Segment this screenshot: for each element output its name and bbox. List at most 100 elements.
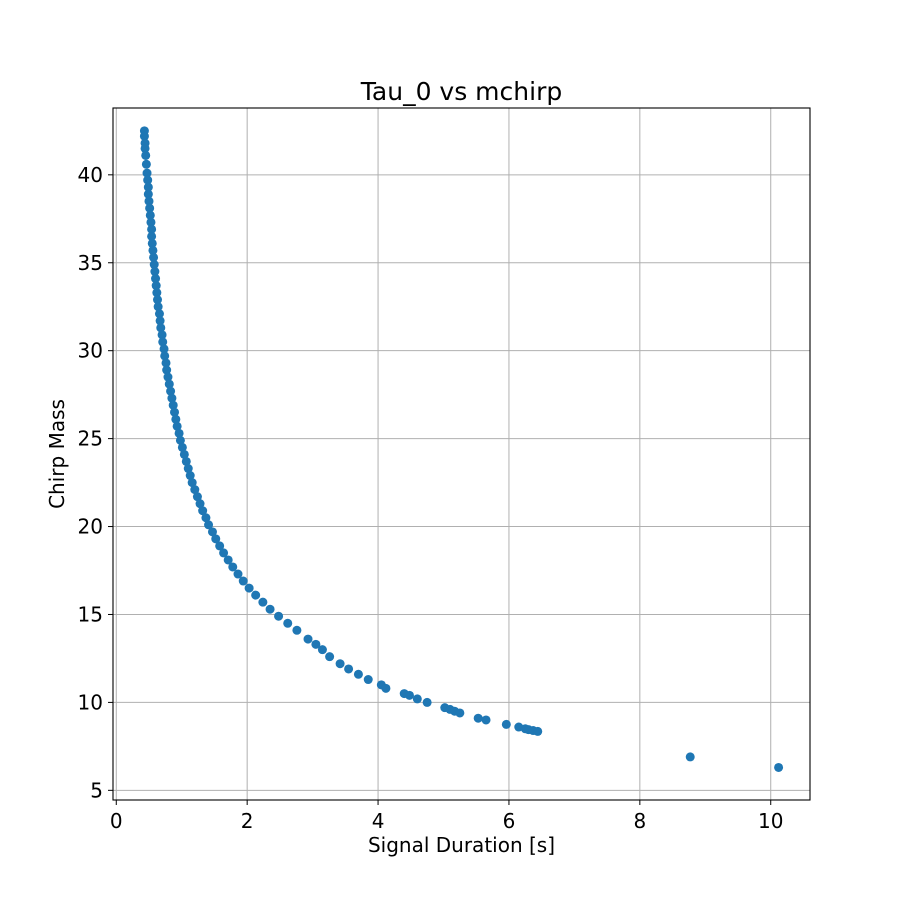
data-point bbox=[381, 683, 391, 693]
data-point bbox=[147, 224, 157, 234]
data-point bbox=[139, 131, 149, 141]
data-point bbox=[149, 260, 159, 270]
data-point bbox=[143, 182, 153, 192]
data-point bbox=[455, 708, 465, 718]
data-point bbox=[164, 379, 174, 389]
data-point bbox=[187, 478, 197, 488]
data-point bbox=[473, 713, 483, 723]
data-point bbox=[422, 697, 432, 707]
data-point bbox=[325, 652, 335, 662]
data-point bbox=[335, 659, 345, 669]
y-tick-label: 20 bbox=[78, 515, 103, 539]
data-point bbox=[158, 337, 168, 347]
plot-area-frame bbox=[112, 107, 811, 801]
data-point bbox=[292, 625, 302, 635]
data-point bbox=[161, 358, 171, 368]
y-tick-label: 15 bbox=[78, 602, 103, 626]
scatter-points bbox=[139, 126, 784, 772]
chart-title: Tau_0 vs mchirp bbox=[360, 77, 562, 106]
data-point bbox=[533, 726, 543, 736]
x-tick-label: 10 bbox=[758, 809, 783, 833]
data-point bbox=[140, 143, 150, 153]
data-point bbox=[204, 520, 214, 530]
axis-ticks: 0 2 4 6 8 10 5 10 15 20 25 30 35 40 bbox=[78, 163, 784, 833]
data-point bbox=[148, 245, 158, 255]
data-point bbox=[317, 645, 327, 655]
data-point bbox=[153, 295, 163, 305]
data-point bbox=[162, 365, 172, 375]
data-point bbox=[143, 189, 153, 199]
data-point bbox=[145, 210, 155, 220]
data-point bbox=[233, 569, 243, 579]
data-point bbox=[151, 281, 161, 291]
data-point bbox=[265, 604, 275, 614]
data-point bbox=[244, 583, 254, 593]
data-point bbox=[185, 471, 195, 481]
y-tick-label: 35 bbox=[78, 251, 103, 275]
x-tick-label: 8 bbox=[633, 809, 646, 833]
data-point bbox=[219, 548, 229, 558]
x-tick-label: 0 bbox=[110, 809, 123, 833]
y-tick-label: 30 bbox=[78, 339, 103, 363]
data-point bbox=[168, 400, 178, 410]
data-point bbox=[145, 203, 155, 213]
grid-lines bbox=[113, 108, 810, 800]
data-point bbox=[153, 302, 163, 312]
data-point bbox=[146, 217, 156, 227]
data-point bbox=[201, 513, 211, 523]
data-point bbox=[157, 330, 167, 340]
y-tick-label: 25 bbox=[78, 427, 103, 451]
data-point bbox=[177, 442, 187, 452]
data-point bbox=[311, 639, 321, 649]
data-point bbox=[154, 309, 164, 319]
data-point bbox=[175, 435, 185, 445]
data-point bbox=[223, 555, 233, 565]
data-point bbox=[171, 414, 181, 424]
data-point bbox=[501, 719, 511, 729]
data-point bbox=[353, 669, 363, 679]
data-point bbox=[141, 150, 151, 160]
data-point bbox=[163, 372, 173, 382]
data-point bbox=[774, 762, 784, 772]
data-point bbox=[156, 323, 166, 333]
x-tick-label: 2 bbox=[241, 809, 254, 833]
data-point bbox=[183, 464, 193, 474]
data-point bbox=[344, 664, 354, 674]
data-point bbox=[404, 690, 414, 700]
data-point bbox=[160, 351, 170, 361]
data-point bbox=[685, 752, 695, 762]
data-point bbox=[481, 715, 491, 725]
data-point bbox=[207, 527, 217, 537]
data-point bbox=[190, 485, 200, 495]
data-point bbox=[155, 316, 165, 326]
y-tick-label: 5 bbox=[90, 778, 103, 802]
data-point bbox=[215, 541, 225, 551]
y-tick-label: 10 bbox=[78, 690, 103, 714]
data-point bbox=[170, 407, 180, 417]
data-point bbox=[238, 576, 248, 586]
data-point bbox=[179, 449, 189, 459]
x-tick-label: 6 bbox=[503, 809, 516, 833]
data-point bbox=[147, 238, 157, 248]
data-point bbox=[141, 159, 151, 169]
data-point bbox=[251, 590, 261, 600]
data-point bbox=[149, 252, 159, 262]
data-point bbox=[152, 288, 162, 298]
data-point bbox=[181, 456, 191, 466]
data-point bbox=[167, 393, 177, 403]
data-point bbox=[283, 618, 293, 628]
data-point bbox=[303, 634, 313, 644]
x-tick-label: 4 bbox=[372, 809, 385, 833]
data-point bbox=[363, 675, 373, 685]
data-point bbox=[258, 597, 268, 607]
data-point bbox=[195, 499, 205, 509]
data-point bbox=[142, 168, 152, 178]
data-point bbox=[412, 694, 422, 704]
data-point bbox=[144, 196, 154, 206]
data-point bbox=[198, 506, 208, 516]
data-point bbox=[143, 175, 153, 185]
y-tick-label: 40 bbox=[78, 163, 103, 187]
data-point bbox=[228, 562, 238, 572]
